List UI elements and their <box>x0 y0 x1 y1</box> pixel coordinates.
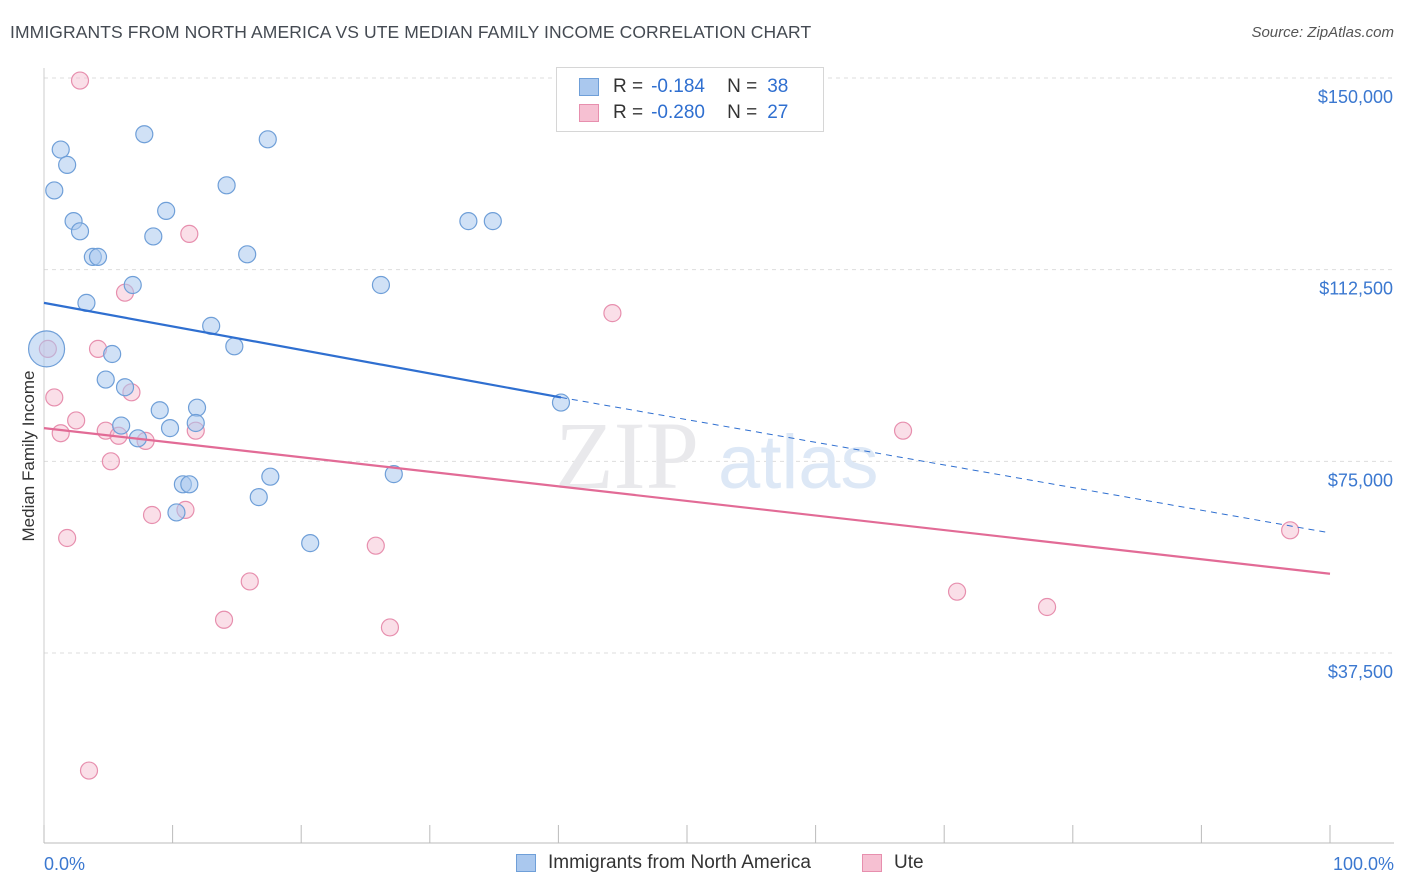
ute-point-14 <box>101 452 120 471</box>
legend-swatch-pink <box>579 104 599 122</box>
legend-r-value: -0.184 <box>651 76 705 97</box>
ute-point-15 <box>142 505 162 525</box>
chart-title: IMMIGRANTS FROM NORTH AMERICA VS UTE MED… <box>10 22 812 42</box>
ute-point-19 <box>240 572 259 591</box>
y-tick-label-1: $75,000 <box>1328 470 1393 490</box>
legend-item-immigrants: Immigrants from North America <box>516 852 811 874</box>
y-tick-label-0: $37,500 <box>1328 662 1393 682</box>
legend-n-label: N = <box>727 102 758 123</box>
immigrants-point-11 <box>217 176 236 195</box>
watermark-atlas: atlas <box>718 420 879 505</box>
immigrants-point-34 <box>180 475 199 494</box>
legend-r-label: R = <box>613 102 644 123</box>
immigrants-point-24 <box>187 398 207 417</box>
legend-label-ute: Ute <box>894 852 924 873</box>
grid-layer <box>44 77 1394 654</box>
immigrants-point-22 <box>96 370 115 389</box>
immigrants-point-36 <box>167 503 186 522</box>
y-axis-label: Median Family Income <box>19 370 38 541</box>
legend-item-ute: Ute <box>862 852 924 874</box>
ute-point-26 <box>79 761 99 780</box>
x-tick-label-max: 100.0% <box>1333 854 1394 874</box>
immigrants-point-3 <box>45 181 64 200</box>
y-tick-label-2: $112,500 <box>1319 279 1393 299</box>
immigrants-point-13 <box>144 227 163 246</box>
legend-row-immigrants: R = -0.184 N = 38 <box>579 76 788 98</box>
immigrants-point-20 <box>225 337 244 356</box>
legend-swatch-pink <box>862 854 882 872</box>
immigrants-point-1 <box>51 140 70 159</box>
ute-point-24 <box>1037 597 1057 617</box>
ute-point-23 <box>947 582 967 601</box>
immigrants-point-9 <box>135 125 154 144</box>
ute-point-8 <box>67 411 86 430</box>
immigrants-point-5 <box>70 222 90 241</box>
immigrants-point-31 <box>261 467 280 486</box>
immigrants-point-0 <box>27 330 66 368</box>
legend-n-value: 27 <box>767 102 789 123</box>
ute-point-0 <box>70 71 90 90</box>
stats-legend: R = -0.184 N = 38 R = -0.280 N = 27 <box>556 67 824 132</box>
watermark: ZIP atlas <box>555 402 879 509</box>
immigrants-point-23 <box>115 378 135 397</box>
watermark-zip: ZIP <box>555 402 699 509</box>
immigrants-point-32 <box>384 465 403 484</box>
legend-swatch-blue <box>579 78 599 96</box>
immigrants-point-14 <box>238 245 257 264</box>
immigrants-point-35 <box>249 488 268 507</box>
legend-n-value: 38 <box>767 76 789 97</box>
ute-point-21 <box>380 618 400 637</box>
immigrants-point-12 <box>157 201 176 220</box>
ute-point-6 <box>45 388 64 407</box>
ute-point-1 <box>180 224 199 243</box>
ute-point-17 <box>58 528 77 548</box>
immigrants-point-2 <box>58 155 77 174</box>
immigrants-point-16 <box>371 275 391 295</box>
series-legend: Immigrants from North America Ute <box>0 852 1406 876</box>
ute-point-20 <box>214 610 234 629</box>
ute-point-9 <box>51 424 70 443</box>
axis-layer <box>43 68 1394 844</box>
ute-point-18 <box>366 536 385 555</box>
source-label: Source: ZipAtlas.com <box>1251 24 1394 41</box>
immigrants-point-10 <box>258 130 277 149</box>
immigrants-point-28 <box>160 419 180 438</box>
immigrants-point-15 <box>123 275 142 295</box>
ute-point-22 <box>893 421 913 440</box>
immigrants-point-37 <box>301 534 320 553</box>
legend-label-immigrants: Immigrants from North America <box>548 852 811 873</box>
ute-point-3 <box>603 304 622 323</box>
ute-point-25 <box>1281 521 1300 540</box>
trend-line-immigrants-extrapolated <box>560 396 1331 534</box>
immigrants-point-18 <box>483 212 502 231</box>
legend-swatch-blue <box>516 854 536 872</box>
immigrants-point-26 <box>112 416 131 435</box>
legend-n-label: N = <box>727 76 758 97</box>
legend-row-ute: R = -0.280 N = 27 <box>579 102 788 124</box>
immigrants-point-7 <box>88 247 108 266</box>
immigrants-point-29 <box>186 413 205 433</box>
immigrants-point-25 <box>150 401 169 420</box>
immigrants-point-21 <box>103 344 122 364</box>
y-tick-labels: $37,500 $75,000 $112,500 $150,000 <box>1318 87 1393 682</box>
trend-line-ute <box>43 427 1331 575</box>
immigrants-point-17 <box>459 212 478 231</box>
legend-r-value: -0.280 <box>651 102 705 123</box>
immigrants-points <box>27 125 571 553</box>
trend-lines <box>43 301 1331 575</box>
trend-line-immigrants <box>43 301 562 399</box>
y-tick-label-3: $150,000 <box>1318 87 1393 107</box>
legend-r-label: R = <box>613 76 644 97</box>
x-tick-label-min: 0.0% <box>44 854 85 874</box>
